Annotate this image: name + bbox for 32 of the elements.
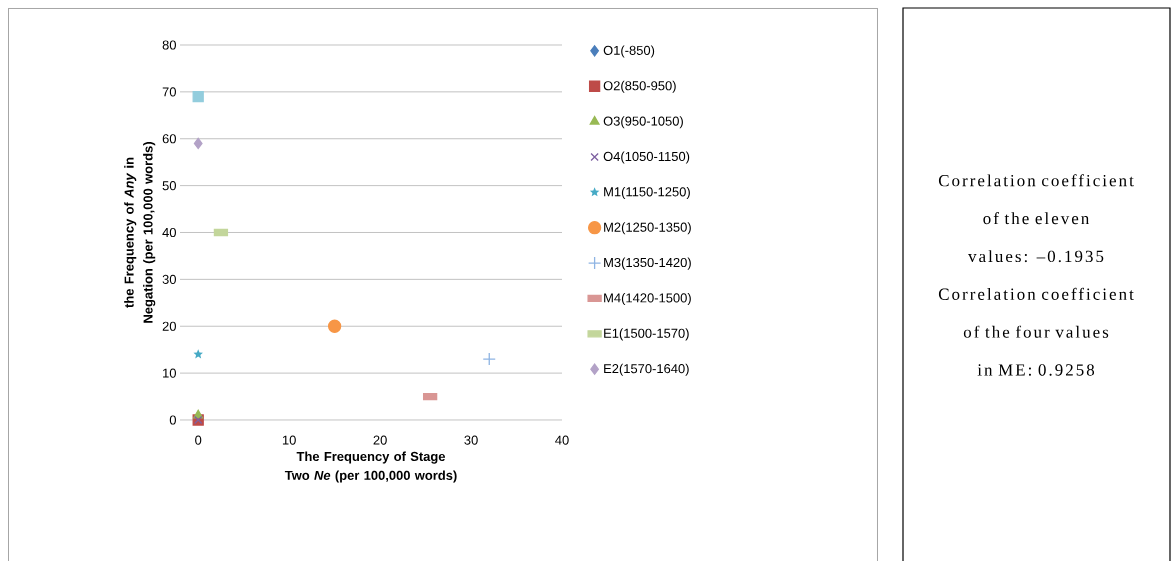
point (193, 349, 203, 359)
legend-label: E1(1500-1570) (604, 328, 689, 341)
y-tick-label: 30 (162, 274, 176, 284)
x-tick-label: 20 (373, 435, 387, 445)
point (327, 319, 342, 333)
y-tick-label: 0 (169, 415, 176, 425)
x-tick-label: 30 (464, 435, 478, 445)
y-tick-label: 20 (162, 321, 176, 331)
y-tick-label: 60 (162, 134, 176, 144)
legend-label: O3(950-1050) (603, 116, 683, 129)
y-tick-label: 10 (163, 368, 176, 378)
legend-label: M1(1150-1250) (604, 186, 690, 199)
x-axis-title: The Frequency of Stage Two Ne (per 100,000 words) (284, 451, 457, 483)
x-tick-label: 0 (195, 435, 202, 445)
point (482, 352, 496, 366)
text: Correlation coefficient of the four values in ME: 0.9258 (938, 287, 1134, 376)
legend-label: M2(1250-1350) (604, 222, 691, 235)
legend-label: M3(1350-1420) (604, 257, 691, 270)
text: Correlation coefficient of the eleven values: –0.1935 (938, 174, 1134, 263)
x-tick-label: 10 (282, 435, 296, 445)
legend-label: E2(1570-1640) (604, 363, 689, 376)
point (192, 90, 204, 103)
legend-label: O4(1050-1150) (603, 151, 690, 164)
y-tick-label: 40 (162, 227, 176, 238)
point (193, 137, 203, 150)
x-tick-label: 40 (555, 435, 569, 445)
y-tick-label: 70 (162, 87, 176, 97)
y-tick-label: 80 (162, 40, 176, 50)
legend-label: M4(1420-1500) (604, 292, 691, 306)
y-tick-label: 50 (162, 181, 176, 191)
legend-label: O2(850-950) (603, 80, 676, 93)
legend-label: O1(-850) (603, 45, 655, 58)
